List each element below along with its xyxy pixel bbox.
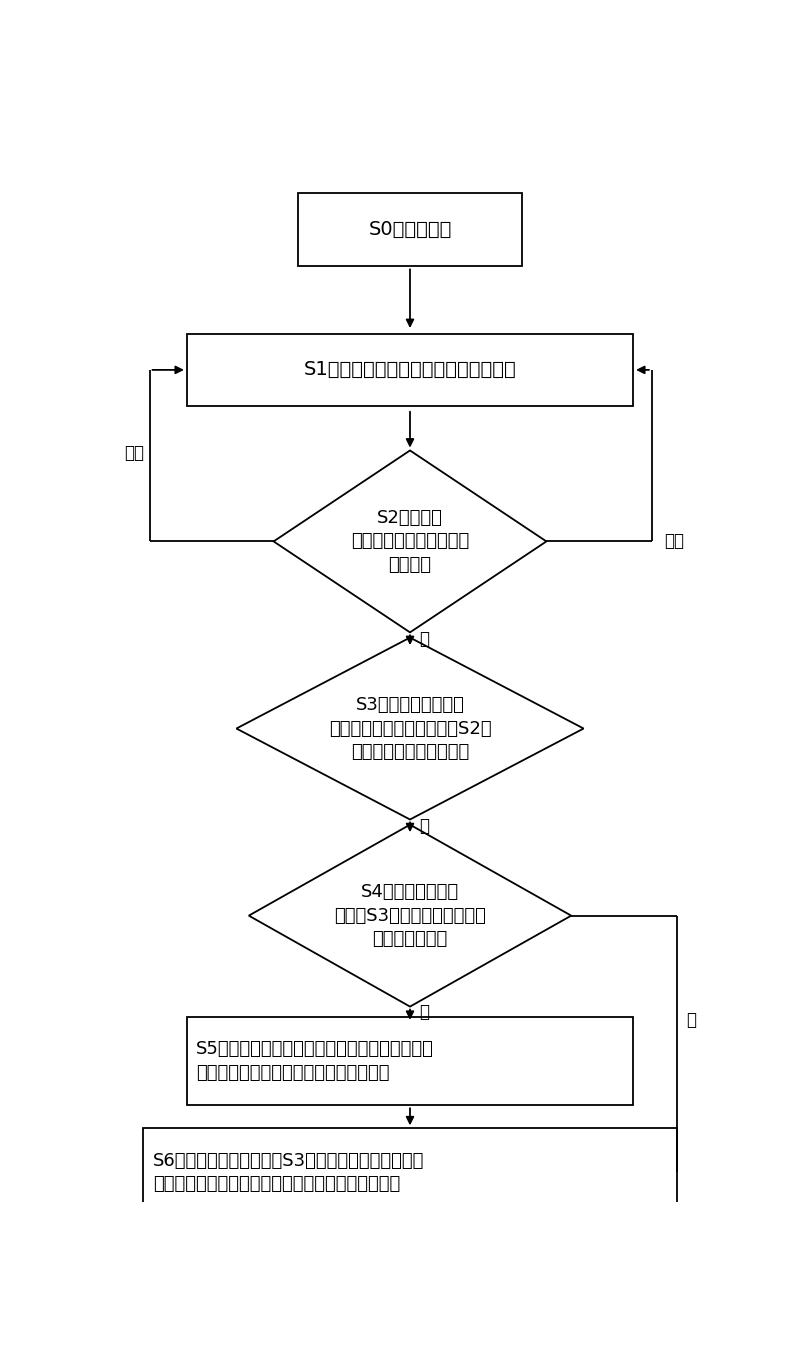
Text: 否: 否 xyxy=(686,1011,696,1029)
Text: 收到: 收到 xyxy=(124,444,144,462)
Text: 否: 否 xyxy=(419,630,430,648)
Text: S1，整车控制器循环接收各个部件报文: S1，整车控制器循环接收各个部件报文 xyxy=(304,360,516,379)
Text: 收到: 收到 xyxy=(664,532,684,551)
Polygon shape xyxy=(237,637,584,819)
Text: S5，整车控制器主动切断汽车运行驱动部分，保
证制动、转向、灯光及信号部分正常工作: S5，整车控制器主动切断汽车运行驱动部分，保 证制动、转向、灯光及信号部分正常工… xyxy=(196,1041,434,1081)
Text: S0，汽车启动: S0，汽车启动 xyxy=(368,220,452,239)
Polygon shape xyxy=(274,451,546,632)
Text: S6，整车控制器判断步骤S3中未收到报文的部件对应
的故障代码，并发送给仪表，仪表显示相应故障信息: S6，整车控制器判断步骤S3中未收到报文的部件对应 的故障代码，并发送给仪表，仪… xyxy=(153,1152,424,1193)
FancyBboxPatch shape xyxy=(298,193,522,266)
Polygon shape xyxy=(249,825,571,1007)
Text: S3，整车控制器判断
是否在预设时间内收到步骤S2中
未收到报文的部件的报文: S3，整车控制器判断 是否在预设时间内收到步骤S2中 未收到报文的部件的报文 xyxy=(329,697,491,761)
Text: 否: 否 xyxy=(419,817,430,836)
Text: S4，整车控制器判
断步骤S3中未收到报文的部件
是否为主要部件: S4，整车控制器判 断步骤S3中未收到报文的部件 是否为主要部件 xyxy=(334,883,486,948)
FancyBboxPatch shape xyxy=(143,1129,677,1216)
FancyBboxPatch shape xyxy=(187,1017,634,1106)
Text: S2，整车控
制器判断是否收到每个部
件的报文: S2，整车控 制器判断是否收到每个部 件的报文 xyxy=(351,509,469,574)
Text: 是: 是 xyxy=(419,1003,430,1022)
FancyBboxPatch shape xyxy=(187,333,634,406)
